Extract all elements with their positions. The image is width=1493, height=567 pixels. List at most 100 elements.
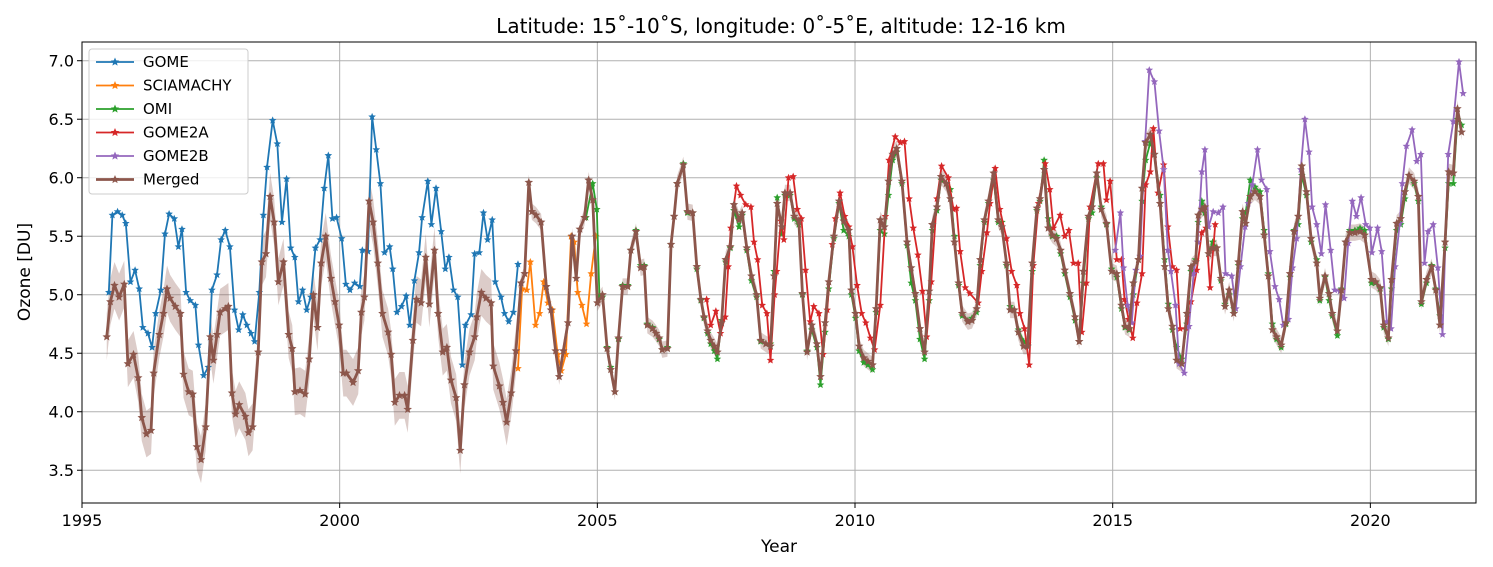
- data-point-gome: [350, 279, 359, 287]
- data-point-merged: [1440, 237, 1450, 246]
- data-point-merged: [309, 290, 318, 299]
- data-point-merged: [234, 400, 244, 409]
- data-point-merged: [1285, 269, 1295, 278]
- data-point-merged: [737, 208, 747, 217]
- data-point-gome2b: [1412, 157, 1421, 165]
- data-point-merged: [1255, 191, 1265, 201]
- data-point-gome2b: [1292, 234, 1301, 242]
- plot-frame: [81, 41, 1477, 504]
- data-point-merged: [588, 195, 597, 204]
- data-point-merged: [196, 455, 206, 464]
- data-point-merged: [941, 179, 951, 188]
- data-point-gome: [139, 323, 147, 331]
- data-point-merged: [330, 297, 340, 306]
- data-point-gome2a: [900, 137, 909, 145]
- data-point-merged: [859, 353, 869, 362]
- data-point-sciamachy: [544, 298, 552, 307]
- data-point-gome2b: [1164, 246, 1172, 254]
- data-point-gome: [509, 308, 518, 316]
- data-point-gome2b: [1429, 220, 1437, 228]
- data-point-merged: [798, 289, 807, 298]
- data-point-merged: [1117, 300, 1126, 309]
- data-point-merged: [1112, 269, 1122, 278]
- data-point-gome2a: [905, 194, 913, 202]
- data-point-merged: [507, 388, 516, 397]
- data-point-merged: [1065, 289, 1075, 298]
- data-point-gome: [230, 305, 239, 314]
- data-point-merged: [868, 360, 877, 369]
- data-point-merged: [1431, 285, 1441, 294]
- data-point-gome2b: [1348, 197, 1357, 205]
- data-point-merged: [626, 245, 636, 254]
- data-point-merged: [390, 397, 400, 406]
- data-point-merged: [1220, 301, 1230, 311]
- data-point-merged: [972, 304, 981, 313]
- data-point-merged: [683, 207, 692, 216]
- data-point-merged: [563, 318, 573, 327]
- data-point-gome: [397, 302, 406, 310]
- data-point-gome2a: [1106, 177, 1114, 185]
- data-point-merged: [1039, 165, 1049, 174]
- data-point-gome: [105, 288, 113, 296]
- data-point-merged: [897, 176, 907, 185]
- data-point-gome: [346, 286, 354, 294]
- series-layer: [102, 57, 1467, 464]
- data-point-merged: [994, 215, 1003, 224]
- data-point-merged: [1150, 149, 1159, 158]
- data-point-gome2a: [1013, 281, 1021, 289]
- data-point-merged: [284, 330, 293, 339]
- data-point-omi: [1333, 331, 1342, 339]
- data-point-gome: [226, 242, 234, 250]
- data-point-merged: [348, 378, 358, 387]
- data-point-gome: [342, 280, 350, 288]
- data-point-merged: [171, 301, 180, 311]
- data-point-gome: [294, 297, 303, 305]
- data-point-merged: [1238, 207, 1247, 216]
- data-point-merged: [892, 144, 901, 153]
- data-point-merged: [1197, 204, 1207, 213]
- data-point-merged: [353, 366, 363, 375]
- series-sciamachy: [514, 232, 600, 374]
- data-point-merged: [876, 215, 885, 224]
- data-point-merged: [669, 211, 679, 220]
- data-point-omi: [593, 205, 601, 213]
- data-point-gome: [118, 211, 126, 219]
- data-point-gome2a: [1074, 259, 1082, 267]
- data-point-merged: [527, 207, 537, 216]
- data-point-omi: [735, 222, 743, 231]
- data-point-merged: [1360, 230, 1369, 239]
- data-point-gome: [406, 321, 414, 329]
- data-point-merged: [430, 245, 439, 254]
- data-point-gome: [337, 234, 346, 242]
- data-point-gome: [388, 265, 397, 273]
- data-point-gome2b: [1434, 263, 1442, 272]
- data-point-merged: [241, 411, 250, 421]
- data-point-merged: [261, 249, 271, 258]
- data-point-merged: [571, 273, 581, 282]
- data-point-merged: [575, 224, 585, 233]
- y-tick-label: 3.5: [49, 461, 74, 480]
- data-point-merged: [1097, 204, 1106, 213]
- data-point-merged: [129, 349, 138, 358]
- data-point-gome: [186, 296, 194, 304]
- y-tick-label: 6.5: [49, 110, 74, 129]
- data-point-merged: [666, 239, 676, 249]
- data-point-merged: [1449, 168, 1458, 177]
- data-point-merged: [215, 307, 225, 316]
- data-point-merged: [1074, 337, 1084, 346]
- data-point-gome2b: [1424, 227, 1432, 235]
- data-point-sciamachy: [562, 350, 570, 358]
- data-point-merged: [997, 222, 1007, 231]
- data-point-merged: [1453, 104, 1462, 113]
- data-point-gome: [358, 246, 367, 254]
- data-point-merged: [780, 188, 790, 197]
- data-point-merged: [357, 307, 366, 316]
- data-point-gome2b: [1377, 247, 1386, 255]
- data-point-merged: [192, 442, 202, 451]
- data-point-gome2b: [1145, 66, 1154, 74]
- data-point-gome2b: [1180, 369, 1189, 377]
- data-point-merged: [1333, 326, 1342, 335]
- data-point-merged: [438, 347, 447, 356]
- data-point-gome2b: [1111, 246, 1120, 254]
- data-point-merged: [133, 373, 143, 382]
